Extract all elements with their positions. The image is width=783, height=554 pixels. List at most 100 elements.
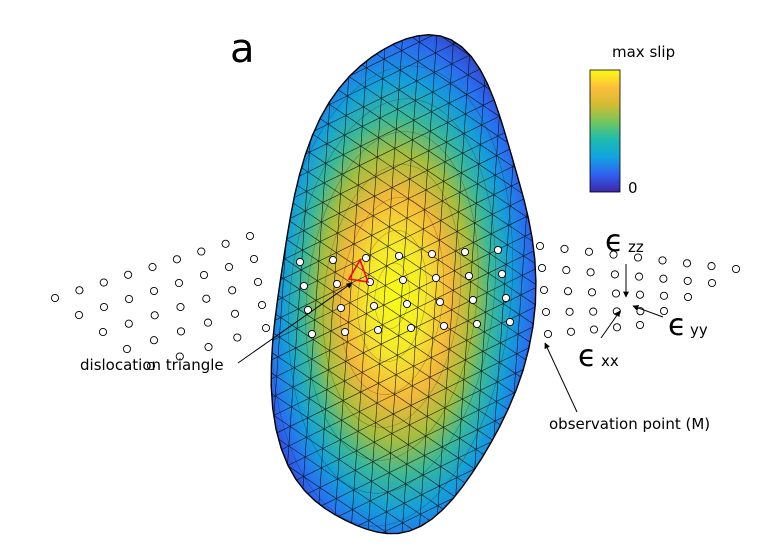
observation-point xyxy=(332,279,342,289)
strain-components: ϵ zz ϵ yy ϵ xx xyxy=(578,224,708,374)
observation-point xyxy=(460,247,470,257)
observation-point xyxy=(75,286,84,295)
observation-point xyxy=(124,294,134,304)
observation-point xyxy=(336,303,346,313)
observation-point xyxy=(394,251,404,261)
colorbar: max slip 0 xyxy=(589,43,675,197)
observation-point xyxy=(731,264,741,274)
observation-point xyxy=(124,270,133,279)
mesh-edge xyxy=(272,34,329,534)
observation-point xyxy=(427,249,437,259)
mesh-edge xyxy=(271,34,536,120)
observation-point xyxy=(402,299,412,309)
mesh-edge xyxy=(271,73,536,425)
mesh-edge xyxy=(271,34,536,166)
mesh-edge xyxy=(271,34,536,449)
observation-point xyxy=(340,327,350,337)
observation-point xyxy=(257,300,267,310)
mesh-edge xyxy=(271,34,536,364)
observation-point xyxy=(398,275,408,285)
dislocation-triangle-label: dislocation triangle xyxy=(80,356,224,374)
mesh-edge xyxy=(271,169,536,534)
observation-point xyxy=(249,254,259,264)
mesh-edge xyxy=(271,34,536,318)
observation-point xyxy=(563,287,573,296)
observation-point xyxy=(99,278,108,287)
observation-point xyxy=(172,255,181,264)
observation-point-label: observation point (M) xyxy=(549,415,710,433)
observation-point xyxy=(539,285,549,295)
strain-zz-symbol: ϵ xyxy=(605,224,623,259)
observation-point xyxy=(611,289,621,298)
mesh-edge xyxy=(271,211,536,534)
mesh-edge xyxy=(271,56,536,505)
panel-label: a xyxy=(230,26,255,72)
observation-point xyxy=(361,253,371,263)
observation-point-annotation: observation point (M) xyxy=(544,342,710,433)
mesh-edge xyxy=(730,0,783,554)
observation-point xyxy=(589,307,598,316)
observation-point xyxy=(299,281,309,291)
slip-contour xyxy=(357,230,427,362)
mesh-edge xyxy=(289,34,346,534)
mesh-edge xyxy=(271,70,536,519)
observation-point xyxy=(149,286,159,296)
observation-point xyxy=(658,256,667,265)
observation-point xyxy=(505,317,515,327)
observation-points xyxy=(50,231,741,371)
observation-point xyxy=(541,307,551,317)
observation-point xyxy=(74,310,84,320)
mesh-edge xyxy=(271,34,536,406)
fault-outline xyxy=(270,33,537,535)
observation-point xyxy=(543,329,553,339)
mesh-edge xyxy=(271,43,536,395)
slip-contours xyxy=(271,65,514,527)
observation-point xyxy=(610,270,619,279)
mesh-edge xyxy=(390,34,448,534)
mesh-edge xyxy=(645,0,701,554)
observation-point xyxy=(148,262,157,272)
observation-point xyxy=(501,293,511,303)
dislocation-arrow xyxy=(237,282,353,364)
observation-point xyxy=(233,333,242,342)
observation-point xyxy=(612,323,622,332)
observation-point xyxy=(497,269,507,279)
mesh-edge xyxy=(271,88,536,441)
highlighted-dislocation-triangle xyxy=(347,258,370,284)
observation-point xyxy=(435,297,445,307)
observation-point xyxy=(586,268,595,277)
observation-point xyxy=(149,336,159,345)
mesh-edge xyxy=(407,34,465,534)
observation-points-on-fault xyxy=(295,245,515,339)
observation-point xyxy=(176,302,185,312)
observation-point xyxy=(124,319,133,328)
mesh-edge xyxy=(271,58,536,410)
observation-point xyxy=(562,266,571,275)
dislocation-triangle-annotation: dislocation triangle xyxy=(80,282,353,374)
observation-point xyxy=(221,239,230,248)
mesh-edge xyxy=(271,272,536,534)
slip-contour xyxy=(374,262,410,330)
mesh-edge xyxy=(271,127,536,534)
observation-point xyxy=(635,272,644,281)
mesh-edge xyxy=(271,183,536,534)
observation-point xyxy=(203,318,213,327)
mesh-edge xyxy=(271,141,536,534)
observation-point xyxy=(565,307,574,316)
slip-contour xyxy=(322,164,462,428)
mesh-edge xyxy=(271,34,278,534)
mesh-edge xyxy=(271,34,536,392)
observation-point xyxy=(493,245,503,255)
observation-point xyxy=(609,250,618,259)
observation-point xyxy=(589,325,599,334)
observation-point xyxy=(683,292,693,302)
mesh-edge xyxy=(271,34,536,303)
mesh-edge xyxy=(171,0,227,554)
observation-point xyxy=(682,259,692,268)
slip-contour xyxy=(288,98,496,494)
observation-point xyxy=(224,262,234,272)
mesh-edge xyxy=(69,0,125,554)
mesh-edge xyxy=(271,34,536,364)
observation-point xyxy=(98,327,108,337)
mesh-edge xyxy=(137,0,193,554)
